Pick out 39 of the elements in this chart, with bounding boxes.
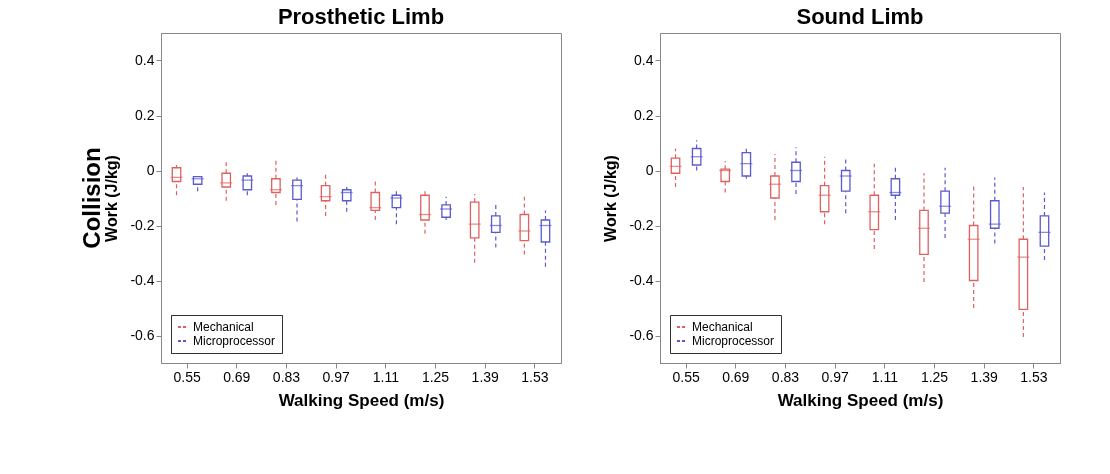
x-tick-label: 1.39: [471, 368, 500, 385]
y-axis-title: Work (J/kg): [602, 155, 620, 242]
chart-title: Sound Limb: [796, 4, 924, 29]
y-tick-label: 0.2: [135, 107, 155, 123]
x-tick-label: 1.25: [920, 368, 949, 385]
x-tick-label: 0.55: [672, 368, 700, 385]
x-tick-label: 0.55: [173, 368, 201, 385]
y-axis-title: Work (J/kg): [103, 155, 121, 242]
y-tick-label: -0.2: [130, 217, 155, 233]
y-tick-label: -0.6: [629, 327, 654, 343]
y-tick-label: -0.4: [629, 272, 654, 288]
y-tick-label: 0.4: [135, 52, 155, 68]
y-tick-label: 0.2: [634, 107, 654, 123]
y-tick-label: 0.4: [634, 52, 654, 68]
legend-label: Microprocessor: [193, 334, 276, 348]
x-axis-title: Walking Speed (m/s): [777, 390, 944, 410]
y-tick-label: -0.2: [629, 217, 654, 233]
y-tick-label: -0.4: [130, 272, 155, 288]
x-tick-label: 1.11: [372, 368, 400, 385]
legend-label: Microprocessor: [692, 334, 775, 348]
x-tick-label: 0.97: [821, 368, 849, 385]
x-tick-label: 1.39: [970, 368, 999, 385]
x-tick-label: 0.69: [223, 368, 251, 385]
x-tick-label: 1.25: [421, 368, 450, 385]
x-tick-label: 1.53: [521, 368, 549, 385]
x-tick-label: 1.53: [1020, 368, 1048, 385]
y-tick-label: -0.6: [130, 327, 155, 343]
text: Collision: [78, 147, 105, 249]
legend-label: Mechanical: [193, 320, 254, 334]
x-tick-label: 0.83: [272, 368, 301, 385]
x-tick-label: 0.83: [771, 368, 800, 385]
x-axis-title: Walking Speed (m/s): [278, 390, 445, 410]
legend-label: Mechanical: [692, 320, 753, 334]
x-tick-label: 1.11: [871, 368, 899, 385]
y-tick-label: 0: [146, 162, 155, 178]
x-tick-label: 0.97: [322, 368, 350, 385]
y-tick-label: 0: [645, 162, 654, 178]
chart-title: Prosthetic Limb: [277, 4, 445, 29]
x-tick-label: 0.69: [722, 368, 750, 385]
